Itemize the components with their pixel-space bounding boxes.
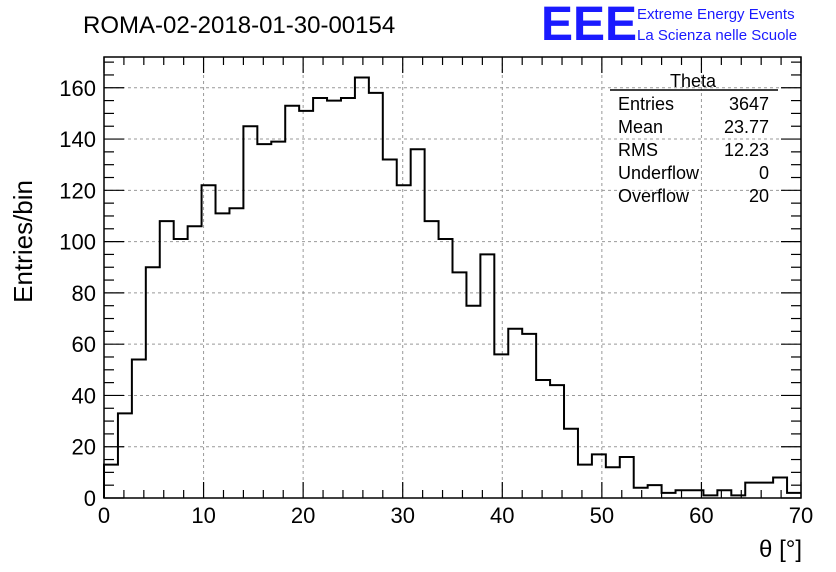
- histogram-bar: [522, 334, 536, 498]
- histogram-bar: [411, 149, 425, 498]
- histogram-bar: [648, 485, 662, 498]
- stats-label-underflow: Underflow: [618, 163, 700, 183]
- histogram-bar: [494, 354, 508, 498]
- y-axis-label: Entries/bin: [8, 180, 38, 303]
- histogram-bar: [717, 490, 731, 498]
- x-tick-label: 70: [789, 503, 813, 528]
- histogram-bar: [634, 488, 648, 498]
- stats-label-entries: Entries: [618, 94, 674, 114]
- histogram-bar: [536, 380, 550, 498]
- y-tick-label: 120: [59, 178, 96, 203]
- stats-value-rms: 12.23: [724, 140, 769, 160]
- y-tick-label: 140: [59, 127, 96, 152]
- histogram-bar: [174, 239, 188, 498]
- x-axis-label: θ [°]: [759, 536, 802, 563]
- histogram-bar: [439, 239, 453, 498]
- histogram-bar: [229, 208, 243, 498]
- y-tick-labels: 0 20 40 60 80 100 120 140 160: [59, 76, 96, 511]
- x-tick-label: 0: [98, 503, 110, 528]
- y-tick-label: 0: [84, 486, 96, 511]
- eee-logo: EEE: [541, 0, 637, 51]
- histogram-bar: [564, 429, 578, 498]
- stats-label-overflow: Overflow: [618, 186, 690, 206]
- branding-line-2: La Scienza nelle Scuole: [637, 27, 797, 44]
- histogram-bar: [118, 413, 132, 498]
- histogram-bar: [773, 477, 787, 498]
- histogram-bar: [160, 221, 174, 498]
- grid-lines: [104, 57, 801, 498]
- histogram-bar: [466, 306, 480, 498]
- axis-ticks: [103, 57, 802, 499]
- histogram-bar: [285, 106, 299, 498]
- histogram-bar: [383, 160, 397, 498]
- histogram-bar: [341, 98, 355, 498]
- x-tick-label: 50: [590, 503, 614, 528]
- y-tick-label: 100: [59, 230, 96, 255]
- histogram-bar: [578, 465, 592, 498]
- x-tick-label: 40: [490, 503, 514, 528]
- histogram-bar: [313, 98, 327, 498]
- histogram-bar: [327, 101, 341, 498]
- histogram-bar: [550, 385, 564, 498]
- stats-box-title: Theta: [670, 71, 717, 91]
- stats-value-mean: 23.77: [724, 117, 769, 137]
- histogram-bar: [453, 272, 467, 498]
- stats-label-rms: RMS: [618, 140, 658, 160]
- x-tick-labels: 0 10 20 30 40 50 60 70: [98, 503, 813, 528]
- histogram-bar: [299, 111, 313, 498]
- histogram-bar: [355, 78, 369, 498]
- y-tick-label: 80: [72, 281, 96, 306]
- stats-value-underflow: 0: [759, 163, 769, 183]
- histogram-bar: [508, 329, 522, 498]
- histogram-bar: [146, 267, 160, 498]
- x-tick-label: 20: [291, 503, 315, 528]
- chart-title: ROMA-02-2018-01-30-00154: [83, 12, 395, 39]
- histogram-bar: [132, 360, 146, 498]
- histogram-bar: [745, 483, 759, 498]
- stats-label-mean: Mean: [618, 117, 663, 137]
- histogram-bar: [216, 213, 230, 498]
- histogram-bar: [480, 254, 494, 498]
- plot-frame: [103, 56, 802, 499]
- stats-value-overflow: 20: [749, 186, 769, 206]
- histogram-bar: [188, 226, 202, 498]
- eee-branding: EEE Extreme Energy Events La Scienza nel…: [541, 0, 797, 51]
- x-tick-label: 10: [191, 503, 215, 528]
- stats-box: Theta Entries 3647 Mean 23.77 RMS 12.23 …: [610, 71, 778, 206]
- histogram-bar: [397, 185, 411, 498]
- histogram-bar: [676, 490, 690, 498]
- histogram-bar: [592, 454, 606, 498]
- histogram-bar: [104, 465, 118, 498]
- histogram-bar: [606, 467, 620, 498]
- y-tick-label: 40: [72, 383, 96, 408]
- histogram-bar: [271, 142, 285, 498]
- y-tick-label: 160: [59, 76, 96, 101]
- histogram-bar: [425, 221, 439, 498]
- histogram-bar: [243, 126, 257, 498]
- branding-line-1: Extreme Energy Events: [637, 6, 795, 23]
- histogram-outline: [103, 76, 801, 498]
- stats-value-entries: 3647: [729, 94, 769, 114]
- y-tick-label: 20: [72, 435, 96, 460]
- histogram-bar: [369, 93, 383, 498]
- histogram-bar: [257, 144, 271, 498]
- x-tick-label: 30: [390, 503, 414, 528]
- histogram-bars: [104, 78, 801, 498]
- y-tick-label: 60: [72, 332, 96, 357]
- x-tick-label: 60: [689, 503, 713, 528]
